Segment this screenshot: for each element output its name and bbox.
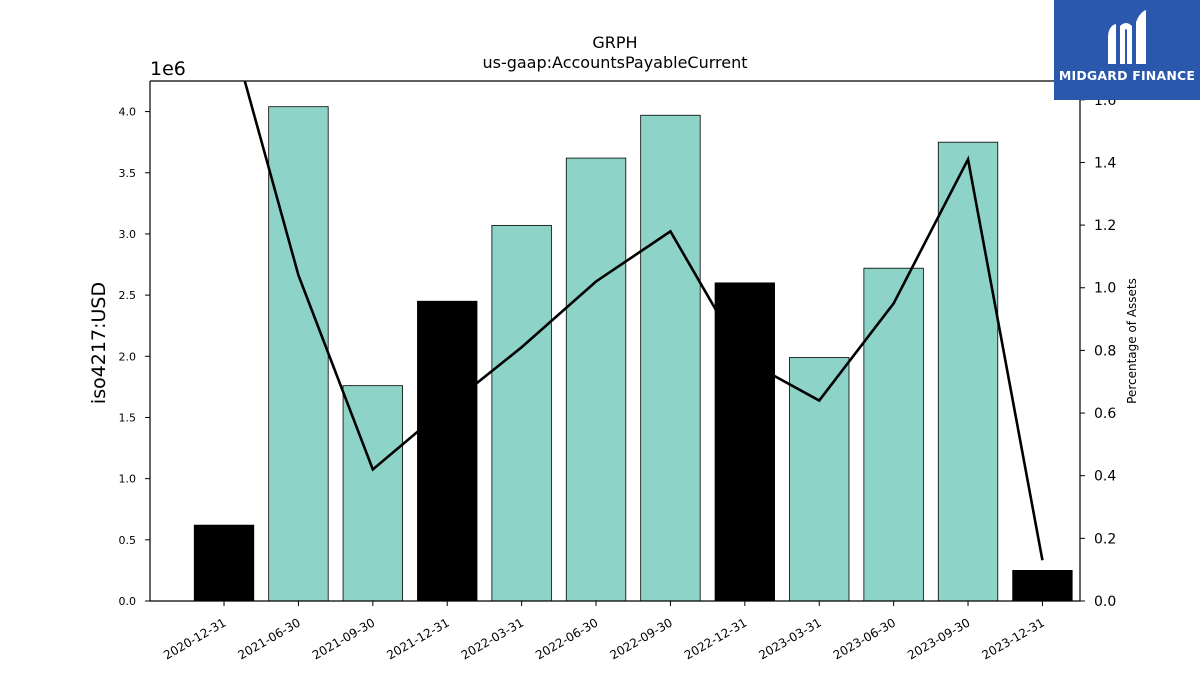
y2-tick-label: 1.0	[1094, 281, 1116, 297]
y-tick-label: 2.0	[119, 350, 137, 363]
bar	[640, 114, 701, 602]
brand-logo: MIDGARD FINANCE	[1054, 0, 1200, 100]
y2-tick-label: 0.4	[1094, 469, 1116, 485]
y-axis-label: iso4217:USD	[88, 282, 110, 404]
x-tick-label: 2022-12-31	[682, 615, 749, 662]
y2-tick-label: 0.2	[1094, 531, 1116, 547]
bar	[937, 141, 999, 602]
y-tick-label: 0.5	[119, 534, 137, 547]
y-tick-label: 0.0	[119, 595, 137, 608]
y-offset-label: 1e6	[150, 58, 186, 80]
x-tick-label: 2021-09-30	[310, 615, 377, 662]
x-tick-label: 2021-12-31	[384, 615, 451, 662]
x-tick-label: 2023-09-30	[905, 615, 972, 662]
bar	[565, 157, 627, 602]
chart-title: GRPH	[592, 33, 637, 52]
x-tick-label: 2022-09-30	[608, 615, 675, 662]
y-tick-label: 3.5	[119, 167, 137, 180]
percentage-line	[243, 81, 1044, 561]
x-tick-label: 2023-06-30	[831, 615, 898, 662]
bar	[491, 224, 552, 602]
x-tick-label: 2023-03-31	[756, 615, 823, 662]
y2-tick-label: 0.6	[1094, 406, 1116, 422]
logo-mark-icon	[1108, 10, 1146, 64]
y2-tick-label: 0.8	[1094, 343, 1116, 359]
bar	[193, 524, 255, 602]
x-tick-label: 2022-06-30	[533, 615, 600, 662]
bar	[714, 282, 775, 602]
y-tick-label: 3.0	[119, 228, 137, 241]
y-tick-label: 1.5	[119, 411, 137, 424]
y-tick-label: 4.0	[119, 106, 137, 119]
chart-subtitle: us-gaap:AccountsPayableCurrent	[482, 53, 747, 72]
y2-axis-label: Percentage of Assets	[1125, 278, 1139, 404]
x-tick-label: 2022-03-31	[459, 615, 526, 662]
y2-tick-label: 1.4	[1094, 155, 1116, 171]
bar	[268, 106, 329, 602]
bar	[1012, 570, 1073, 602]
line-group	[243, 81, 1044, 561]
bar	[417, 300, 478, 602]
bar	[863, 267, 924, 602]
x-tick-label: 2021-06-30	[236, 615, 303, 662]
bar	[342, 385, 403, 602]
y2-tick-label: 0.0	[1094, 594, 1116, 610]
x-tick-label: 2020-12-31	[161, 615, 228, 662]
bar	[789, 357, 850, 602]
y-tick-label: 1.0	[119, 473, 137, 486]
x-tick-label: 2023-12-31	[980, 615, 1047, 662]
y2-tick-label: 1.2	[1094, 218, 1116, 234]
y-tick-label: 2.5	[119, 289, 137, 302]
bars-group	[193, 106, 1073, 602]
logo-text: MIDGARD FINANCE	[1058, 68, 1196, 83]
